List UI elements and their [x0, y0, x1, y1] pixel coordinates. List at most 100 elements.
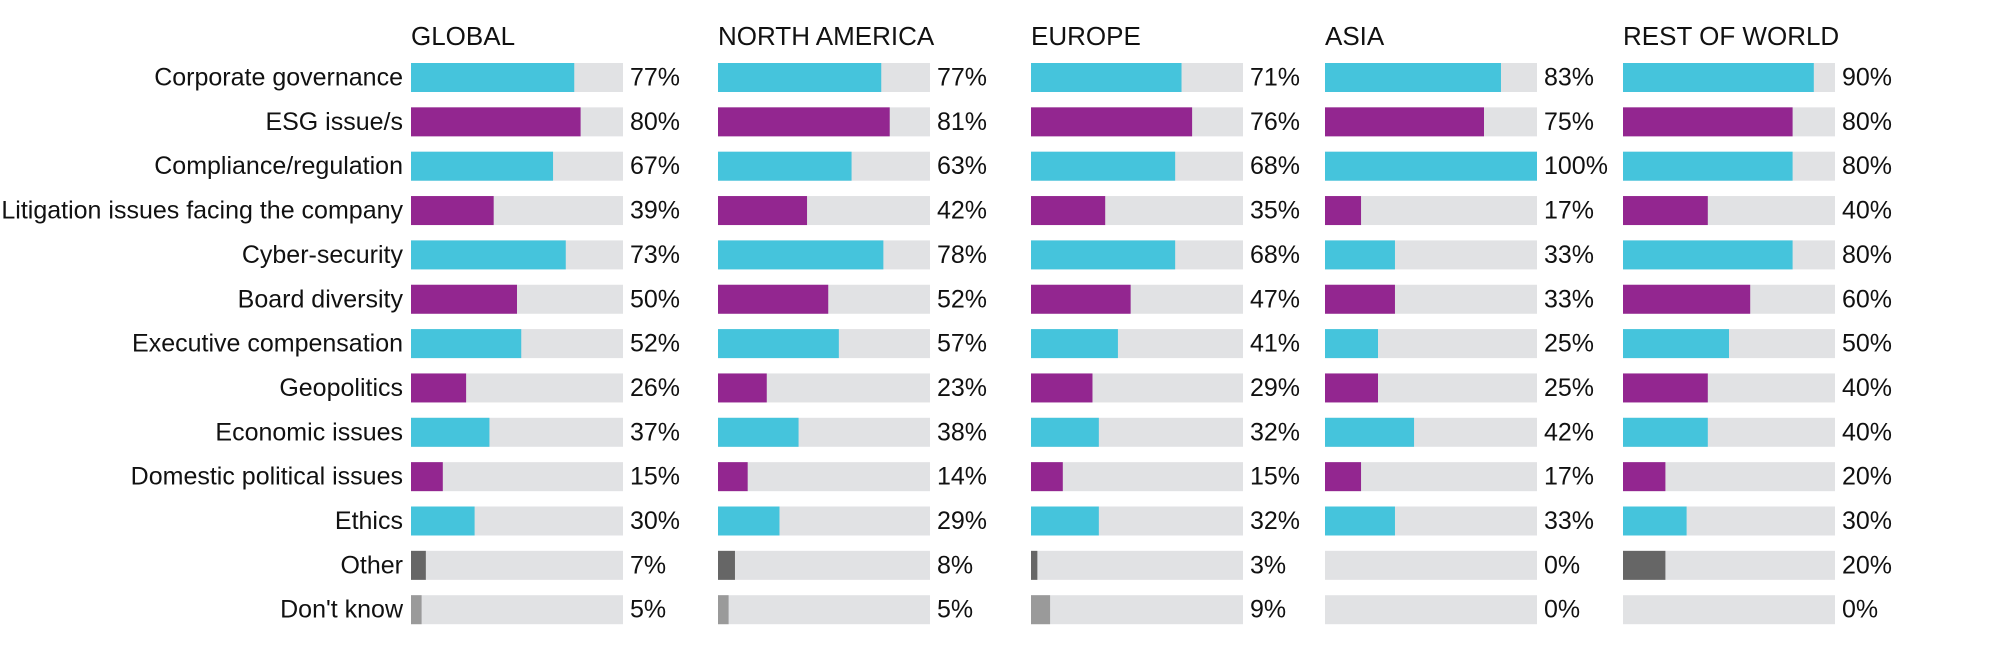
row-label-esg-issue-s: ESG issue/s [265, 108, 403, 136]
value-label: 17% [1544, 463, 1594, 491]
panel-europe: EUROPE 71% 76% 68% 35% 68% 47% 41% 29% 32% 15% 32% 3… [1031, 21, 1300, 625]
bar-europe-esg-issue-s [1031, 107, 1193, 137]
value-label: 80% [1842, 152, 1892, 180]
bar-track [1031, 550, 1243, 580]
row-label-executive-compensation: Executive compensation [132, 330, 403, 358]
row-label-corporate-governance: Corporate governance [154, 64, 403, 92]
bar-track [718, 462, 930, 492]
bar-asia-compliance-regulation [1325, 151, 1537, 181]
value-label: 0% [1544, 596, 1580, 624]
bar-north-america-don-t-know [718, 595, 729, 625]
bar-north-america-other [718, 550, 735, 580]
bar-asia-geopolitics [1325, 373, 1378, 403]
value-label: 14% [937, 463, 987, 491]
value-label: 100% [1544, 152, 1608, 180]
value-label: 20% [1842, 463, 1892, 491]
bar-europe-cyber-security [1031, 240, 1176, 270]
bar-rest-of-world-cyber-security [1623, 240, 1793, 270]
bar-track [1031, 595, 1243, 625]
row-label-cyber-security: Cyber-security [242, 241, 404, 269]
bar-europe-geopolitics [1031, 373, 1093, 403]
bar-north-america-economic-issues [718, 417, 799, 447]
value-label: 29% [937, 507, 987, 535]
value-label: 32% [1250, 507, 1300, 535]
row-label-geopolitics: Geopolitics [279, 374, 403, 402]
value-label: 73% [630, 241, 680, 269]
panel-title-global: GLOBAL [411, 21, 515, 51]
bar-global-compliance-regulation [411, 151, 554, 181]
bar-global-esg-issue-s [411, 107, 581, 137]
bar-asia-economic-issues [1325, 417, 1415, 447]
value-label: 50% [1842, 330, 1892, 358]
value-label: 40% [1842, 197, 1892, 225]
bar-europe-economic-issues [1031, 417, 1099, 447]
bar-rest-of-world-esg-issue-s [1623, 107, 1793, 137]
bar-asia-domestic-political-issues [1325, 462, 1362, 492]
value-label: 76% [1250, 108, 1300, 136]
value-label: 81% [937, 108, 987, 136]
bar-asia-ethics [1325, 506, 1395, 536]
bar-north-america-ethics [718, 506, 780, 536]
value-label: 47% [1250, 285, 1300, 313]
bar-track [411, 595, 623, 625]
bar-europe-don-t-know [1031, 595, 1051, 625]
value-label: 35% [1250, 197, 1300, 225]
bar-global-don-t-know [411, 595, 422, 625]
row-label-economic-issues: Economic issues [215, 418, 403, 446]
bar-track [718, 550, 930, 580]
value-label: 5% [630, 596, 666, 624]
bar-rest-of-world-compliance-regulation [1623, 151, 1793, 181]
bar-asia-esg-issue-s [1325, 107, 1484, 137]
value-label: 26% [630, 374, 680, 402]
value-label: 17% [1544, 197, 1594, 225]
value-label: 60% [1842, 285, 1892, 313]
bar-track [411, 550, 623, 580]
bar-track [411, 462, 623, 492]
bar-rest-of-world-corporate-governance [1623, 63, 1814, 92]
value-label: 78% [937, 241, 987, 269]
value-label: 33% [1544, 507, 1594, 535]
bar-global-cyber-security [411, 240, 566, 270]
row-label-litigation-issues-facing-the-company: Litigation issues facing the company [1, 197, 403, 225]
value-label: 71% [1250, 64, 1300, 92]
value-label: 0% [1842, 596, 1878, 624]
bar-europe-corporate-governance [1031, 63, 1182, 92]
value-label: 68% [1250, 241, 1300, 269]
bar-track [1623, 595, 1835, 625]
value-label: 39% [630, 197, 680, 225]
bar-asia-board-diversity [1325, 284, 1395, 314]
bar-rest-of-world-litigation-issues-facing-the-company [1623, 196, 1708, 226]
bar-global-geopolitics [411, 373, 467, 403]
bar-north-america-cyber-security [718, 240, 884, 270]
value-label: 33% [1544, 241, 1594, 269]
panel-title-rest-of-world: REST OF WORLD [1623, 21, 1839, 51]
row-label-compliance-regulation: Compliance/regulation [154, 152, 403, 180]
value-label: 30% [630, 507, 680, 535]
bar-rest-of-world-economic-issues [1623, 417, 1708, 447]
bar-europe-litigation-issues-facing-the-company [1031, 196, 1106, 226]
bar-north-america-compliance-regulation [718, 151, 852, 181]
bar-europe-domestic-political-issues [1031, 462, 1063, 492]
bar-global-economic-issues [411, 417, 490, 447]
bar-track [718, 595, 930, 625]
row-label-board-diversity: Board diversity [238, 285, 404, 313]
value-label: 57% [937, 330, 987, 358]
row-label-don-t-know: Don't know [280, 596, 404, 624]
bar-track [1031, 462, 1243, 492]
value-label: 38% [937, 418, 987, 446]
bar-track [1325, 595, 1537, 625]
bar-north-america-domestic-political-issues [718, 462, 748, 492]
value-label: 40% [1842, 418, 1892, 446]
value-label: 15% [630, 463, 680, 491]
value-label: 67% [630, 152, 680, 180]
value-label: 0% [1544, 551, 1580, 579]
bar-asia-corporate-governance [1325, 63, 1501, 92]
value-label: 90% [1842, 64, 1892, 92]
bar-rest-of-world-board-diversity [1623, 284, 1751, 314]
value-label: 42% [937, 197, 987, 225]
bar-north-america-corporate-governance [718, 63, 882, 92]
value-label: 5% [937, 596, 973, 624]
value-label: 80% [1842, 108, 1892, 136]
